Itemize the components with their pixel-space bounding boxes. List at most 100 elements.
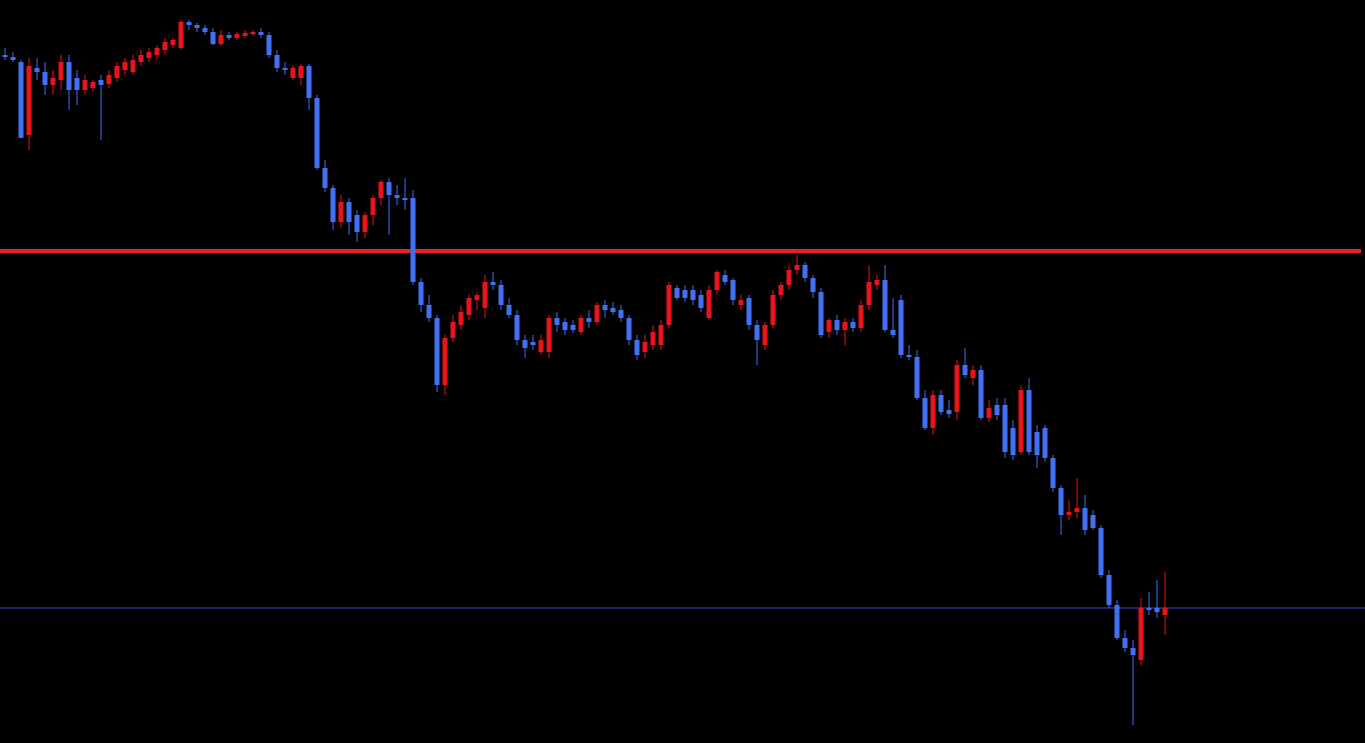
candle-body xyxy=(482,282,488,308)
candle-body xyxy=(538,340,544,352)
candle-body xyxy=(1026,390,1032,452)
candle-body xyxy=(546,318,552,352)
candle-body xyxy=(882,280,888,330)
candle-body xyxy=(170,40,176,45)
candle-body xyxy=(314,98,320,168)
candle-body xyxy=(1138,608,1144,660)
candle-body xyxy=(834,320,840,330)
candle-body xyxy=(962,365,968,375)
candle-body xyxy=(74,78,80,90)
candle-body xyxy=(1058,488,1064,515)
candle-body xyxy=(258,32,264,35)
candle-body xyxy=(410,198,416,282)
candle-body xyxy=(770,295,776,325)
candle-body xyxy=(202,28,208,32)
candle-body xyxy=(1042,428,1048,458)
candle-body xyxy=(786,270,792,285)
candle-body xyxy=(82,80,88,90)
candle-body xyxy=(922,398,928,428)
candle-body xyxy=(1106,575,1112,605)
candle-body xyxy=(122,62,128,70)
candle-body xyxy=(954,365,960,412)
candle-body xyxy=(2,55,8,57)
candle-body xyxy=(778,285,784,295)
candle-body xyxy=(226,35,232,38)
candle-body xyxy=(322,168,328,188)
candle-body xyxy=(1146,608,1152,610)
candle-body xyxy=(306,66,312,98)
candle-body xyxy=(978,370,984,418)
candle-body xyxy=(378,182,384,198)
candle-body xyxy=(930,395,936,428)
candle-body xyxy=(386,182,392,195)
candle-body xyxy=(842,322,848,330)
candle-body xyxy=(66,62,72,90)
candle-body xyxy=(578,318,584,332)
candle-body xyxy=(178,22,184,48)
candle-body xyxy=(634,340,640,355)
candle-body xyxy=(690,290,696,300)
candle-body xyxy=(1002,405,1008,452)
candle-body xyxy=(674,288,680,298)
candle-body xyxy=(234,34,240,38)
candle-body xyxy=(514,315,520,340)
candle-body xyxy=(394,195,400,198)
candle-body xyxy=(810,278,816,292)
candle-body xyxy=(866,282,872,305)
candle-body xyxy=(642,342,648,352)
candle-body xyxy=(90,82,96,88)
candle-body xyxy=(586,318,592,322)
candle-body xyxy=(218,35,224,44)
candle-body xyxy=(490,282,496,285)
level-lines xyxy=(0,249,1365,609)
candle-body xyxy=(418,282,424,305)
candle-body xyxy=(562,322,568,330)
candle-body xyxy=(626,318,632,340)
candle-body xyxy=(754,325,760,340)
candle-body xyxy=(994,405,1000,415)
candle-body xyxy=(26,66,32,135)
candle-body xyxy=(594,305,600,322)
candle-body xyxy=(722,275,728,282)
candle-body xyxy=(194,25,200,28)
candle-body xyxy=(818,292,824,335)
candle-body xyxy=(18,62,24,138)
candle-body xyxy=(1034,432,1040,455)
candle-body xyxy=(266,35,272,55)
candle-body xyxy=(602,305,608,310)
candle-body xyxy=(242,33,248,36)
candle-body xyxy=(986,408,992,418)
candle-body xyxy=(1154,608,1160,612)
candle-body xyxy=(1130,648,1136,655)
candle-body xyxy=(1074,508,1080,512)
candle-body xyxy=(850,322,856,328)
candle-body xyxy=(794,265,800,270)
candle-body xyxy=(1066,512,1072,515)
candle-body xyxy=(402,198,408,200)
candle-body xyxy=(186,22,192,25)
candle-body xyxy=(154,48,160,55)
candles xyxy=(2,20,1168,725)
candle-body xyxy=(554,318,560,325)
candle-body xyxy=(762,325,768,345)
candle-body xyxy=(650,332,656,345)
candle-body xyxy=(874,280,880,285)
candle-body xyxy=(738,300,744,305)
candle-body xyxy=(98,80,104,85)
candle-body xyxy=(138,55,144,62)
candle-body xyxy=(946,410,952,414)
candle-body xyxy=(1010,428,1016,455)
candle-body xyxy=(746,298,752,325)
candle-body xyxy=(1082,508,1088,530)
candle-body xyxy=(250,32,256,34)
candle-body xyxy=(10,57,16,60)
candle-body xyxy=(162,42,168,50)
candle-body xyxy=(938,395,944,412)
candle-body xyxy=(346,202,352,222)
candle-body xyxy=(338,202,344,222)
candle-body xyxy=(682,290,688,298)
candle-body xyxy=(970,370,976,378)
candle-body xyxy=(442,338,448,385)
